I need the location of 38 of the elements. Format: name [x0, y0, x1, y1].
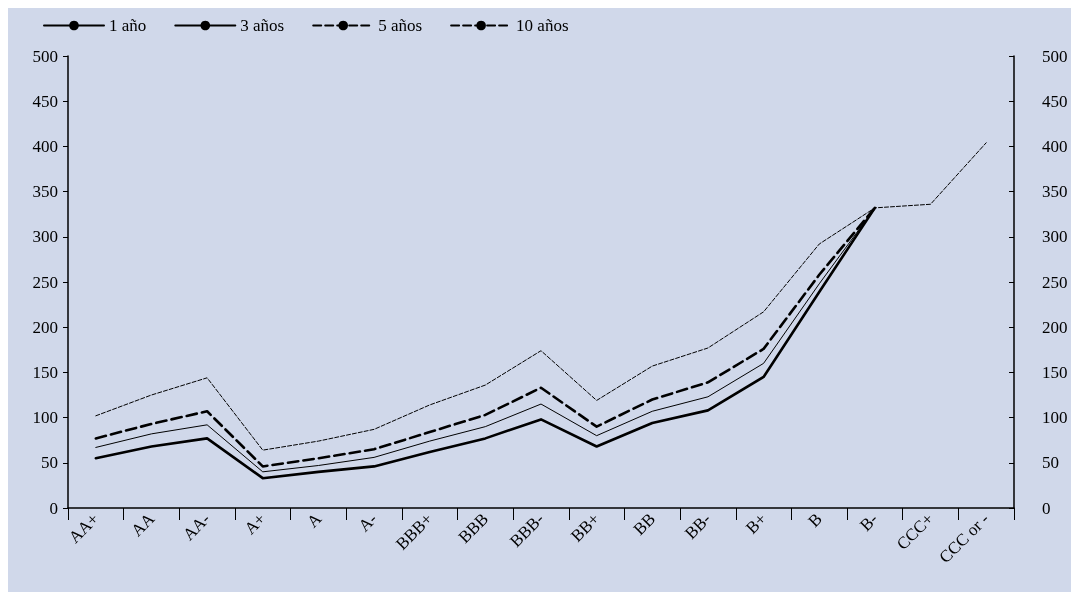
x-tick-label: AA-	[179, 509, 215, 545]
legend-label: 1 año	[109, 16, 147, 35]
x-tick-label: B	[804, 509, 826, 531]
x-tick-label: B-	[856, 509, 882, 535]
y-tick-label: 50	[41, 453, 58, 473]
y2-tick-label: 250	[1042, 272, 1068, 292]
y2-tick-label: 400	[1042, 136, 1068, 156]
y2-tick-label: 450	[1042, 91, 1068, 111]
y2-tick-label: 300	[1042, 227, 1068, 247]
y-tick-label: 250	[32, 272, 58, 292]
x-tick-label: BB	[629, 509, 660, 539]
x-tick-label: A+	[240, 509, 270, 539]
x-tick-label: A	[303, 508, 326, 532]
legend-label: 5 años	[378, 16, 423, 35]
y2-tick-label: 500	[1042, 46, 1068, 66]
legend-label: 10 años	[516, 16, 569, 35]
legend-label: 3 años	[240, 16, 285, 35]
x-tick-label: BB+	[567, 509, 604, 546]
y-tick-label: 300	[32, 227, 58, 247]
y2-tick-label: 0	[1042, 498, 1051, 518]
y2-tick-label: 100	[1042, 408, 1068, 428]
y2-tick-label: 350	[1042, 182, 1068, 202]
y-tick-label: 500	[32, 46, 58, 66]
x-tick-label: A-	[354, 509, 382, 536]
y-tick-label: 200	[32, 317, 58, 337]
x-tick-label: AA+	[64, 509, 103, 547]
y2-tick-label: 200	[1042, 317, 1068, 337]
x-tick-label: BB-	[681, 509, 715, 543]
y2-tick-label: 50	[1042, 453, 1059, 473]
y-tick-label: 400	[32, 136, 58, 156]
y-tick-label: 100	[32, 408, 58, 428]
y-tick-label: 350	[32, 182, 58, 202]
x-tick-label: B+	[742, 509, 771, 538]
x-tick-label: AA	[127, 508, 159, 541]
y-tick-label: 450	[32, 91, 58, 111]
y-tick-label: 150	[32, 362, 58, 382]
y2-tick-label: 150	[1042, 362, 1068, 382]
y-tick-label: 0	[49, 498, 58, 518]
